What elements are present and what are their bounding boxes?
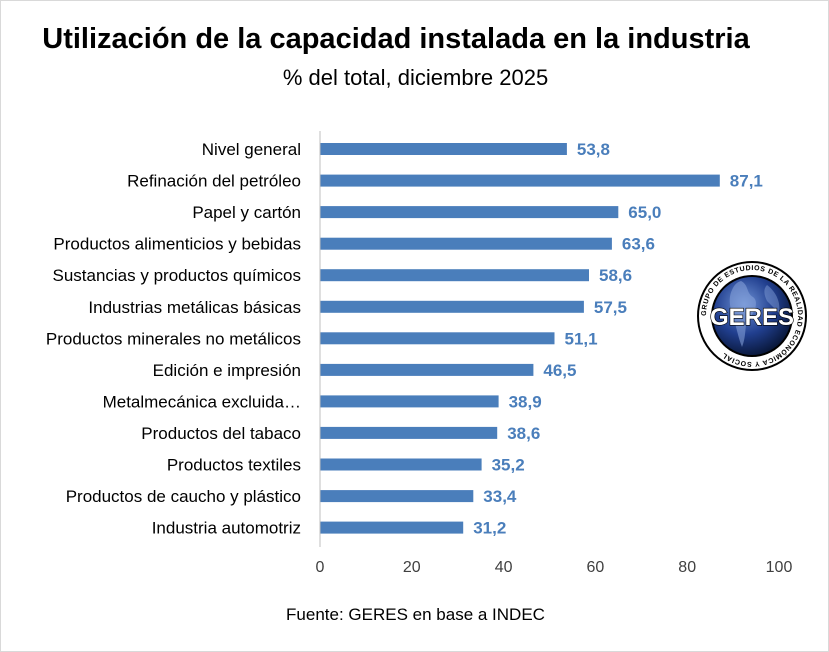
category-label: Sustancias y productos químicos [52, 266, 301, 285]
bar [320, 269, 589, 282]
value-label: 53,8 [577, 140, 610, 159]
bar [320, 237, 612, 250]
value-label: 51,1 [565, 329, 598, 348]
value-labels-group: 53,8 87,1 65,0 63,6 58,6 57,5 51,1 46,538,9 38,6… [473, 140, 763, 538]
bar [320, 395, 499, 408]
bar [320, 174, 720, 187]
category-labels-group: Nivel general Refinación del petróleo Pape… [46, 140, 301, 538]
bar-chart: Nivel general Refinación del petróleo Pape… [46, 131, 793, 576]
chart-subtitle: % del total, diciembre 2025 [282, 65, 549, 90]
x-tick-label: 0 [316, 559, 325, 576]
value-label: 33,4 [483, 487, 517, 506]
category-label: Edición e impresión [153, 361, 301, 380]
category-label: Metalmecánica excluida… [103, 392, 301, 411]
bar [320, 143, 567, 155]
category-label: Productos textiles [167, 456, 301, 475]
bar [320, 490, 474, 503]
x-tick-label: 40 [495, 559, 513, 576]
category-label: Productos de caucho y plástico [66, 487, 301, 506]
bar [320, 206, 619, 219]
bar [320, 300, 584, 313]
category-label: Productos alimenticios y bebidas [53, 235, 301, 254]
bar [320, 426, 498, 439]
logo-text: GERES [710, 304, 794, 331]
chart-title: Utilización de la capacidad instalada en… [42, 23, 750, 55]
value-label: 65,0 [628, 203, 661, 222]
source-note: Fuente: GERES en base a INDEC [286, 605, 545, 624]
category-label: Papel y cartón [192, 203, 301, 222]
x-tick-label: 100 [766, 559, 793, 576]
value-label: 63,6 [622, 235, 655, 254]
value-label: 38,6 [507, 424, 540, 443]
value-label: 31,2 [473, 519, 506, 538]
x-tick-labels-group: 0 20 40 60 80 100 [316, 559, 793, 576]
category-label: Productos minerales no metálicos [46, 329, 301, 348]
geres-logo: GERES GRUPO DE ESTUDIOS DE LA REALIDAD E… [697, 261, 807, 371]
bar [320, 363, 534, 376]
bar [320, 521, 464, 534]
category-label: Nivel general [202, 140, 301, 159]
bar [320, 332, 555, 345]
category-label: Industria automotriz [152, 519, 301, 538]
x-tick-label: 60 [587, 559, 605, 576]
value-label: 57,5 [594, 298, 627, 317]
category-label: Refinación del petróleo [127, 172, 301, 191]
x-tick-label: 80 [678, 559, 696, 576]
value-label: 58,6 [599, 266, 632, 285]
category-label: Productos del tabaco [141, 424, 301, 443]
x-tick-label: 20 [403, 559, 421, 576]
value-label: 46,5 [543, 361, 576, 380]
value-label: 38,9 [509, 392, 542, 411]
bars-group [320, 143, 720, 534]
value-label: 35,2 [492, 456, 525, 475]
category-label: Industrias metálicas básicas [88, 298, 301, 317]
value-label: 87,1 [730, 172, 763, 191]
bar [320, 458, 482, 471]
